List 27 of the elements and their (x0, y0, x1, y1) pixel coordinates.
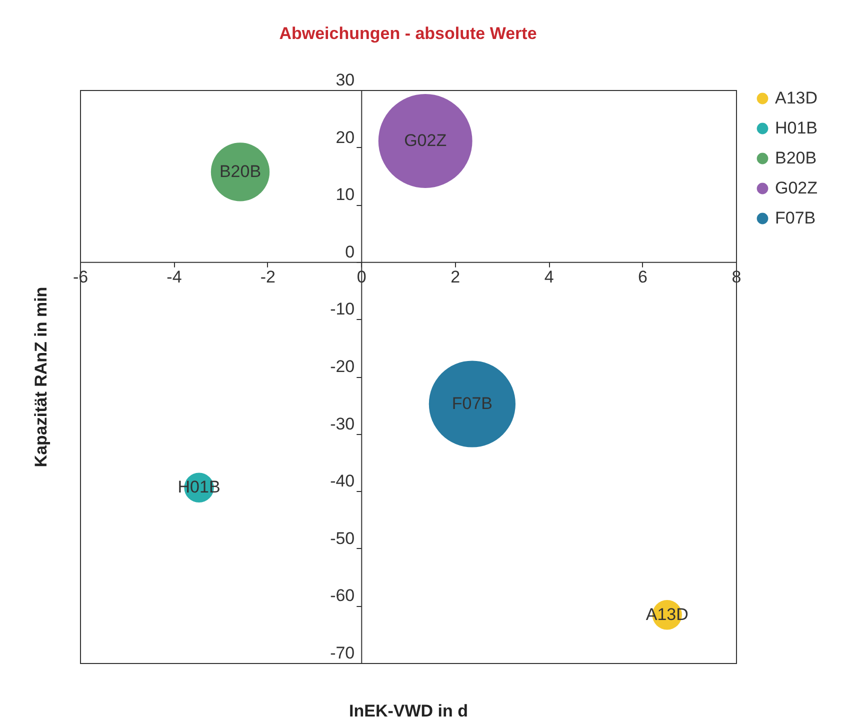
text: G02Z (404, 130, 447, 150)
chart-title: Abweichungen - absolute Werte (279, 24, 537, 43)
legend-label: G02Z (775, 178, 818, 198)
x-tick-label: -2 (260, 267, 276, 286)
x-tick-label: 2 (450, 267, 460, 286)
legend-label: A13D (775, 88, 818, 108)
legend-label: F07B (775, 208, 816, 228)
x-tick-label: 6 (638, 267, 648, 286)
y-tick-label: -70 (330, 644, 355, 662)
text: B20B (219, 162, 262, 181)
legend-label: H01B (775, 118, 818, 138)
y-tick-label: -50 (330, 528, 355, 548)
y-tick-label: -20 (330, 357, 355, 376)
x-tick-label: -4 (166, 267, 182, 286)
y-tick-label: 0 (345, 242, 355, 262)
y-axis-title: Kapazität RAnZ in min (32, 286, 50, 468)
text: F07B (452, 394, 493, 414)
y-tick-label: -40 (330, 472, 355, 491)
x-axis-title: InEK-VWD in d (349, 702, 468, 720)
y-tick-label: 10 (336, 185, 355, 204)
x-tick-label: 4 (544, 267, 554, 286)
y-tick-label: -10 (330, 300, 355, 319)
legend-label: B20B (775, 148, 817, 168)
y-tick-label: -30 (330, 414, 355, 434)
y-tick-label: 20 (336, 128, 355, 147)
y-tick-label: -60 (330, 586, 355, 606)
y-tick-label: 30 (336, 70, 355, 90)
